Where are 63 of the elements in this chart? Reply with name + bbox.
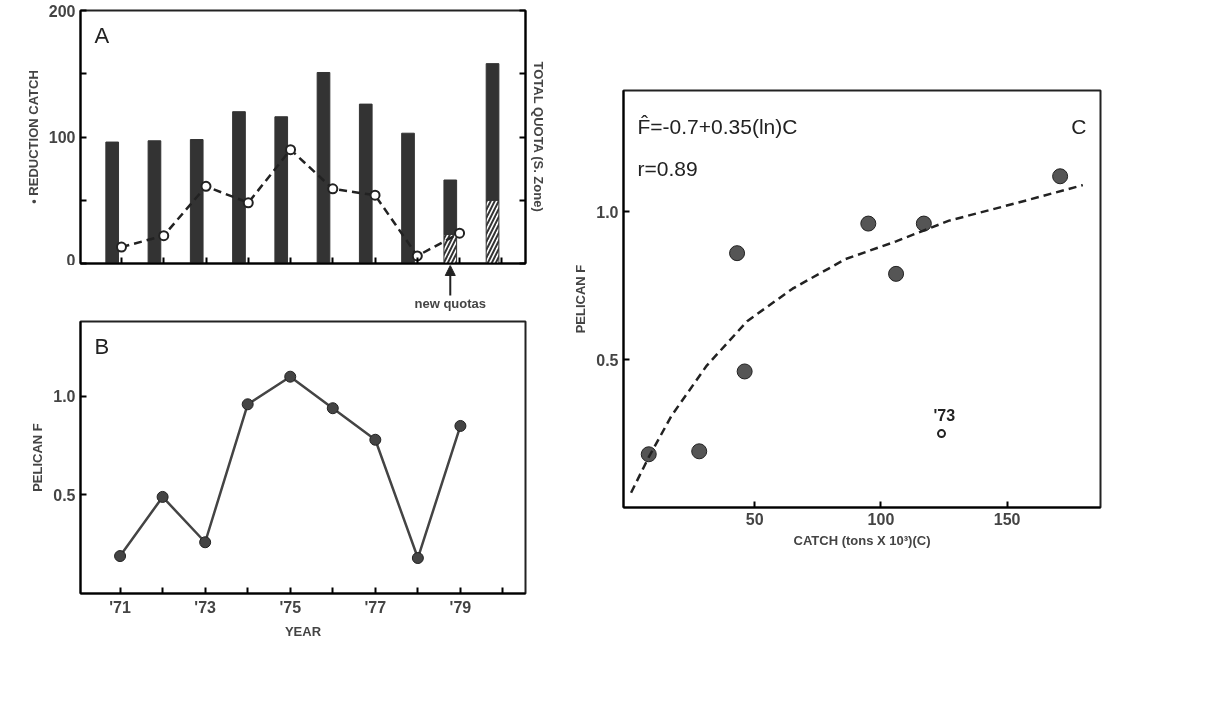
bar [358, 103, 373, 264]
y-axis-title: PELICAN F [573, 264, 589, 334]
y-tick-label: 0.5 [596, 351, 619, 369]
point [860, 215, 877, 232]
point [937, 429, 946, 439]
point [369, 189, 381, 201]
y-tick-label: 0 [66, 251, 76, 269]
point [326, 402, 339, 415]
point [454, 419, 467, 432]
annotation: F̂=-0.7+0.35(ln)C [637, 114, 798, 138]
y-tick-label: 1.0 [596, 203, 619, 221]
point [729, 245, 746, 262]
x-axis-title: CATCH (tons X 10³)(C) [793, 532, 931, 548]
point [242, 197, 254, 209]
line-series [629, 183, 1085, 494]
x-tick-label: '77 [364, 598, 387, 616]
point [369, 433, 382, 446]
y-tick-label: 0.5 [53, 486, 76, 504]
point [327, 183, 339, 195]
bar [316, 71, 331, 264]
x-tick-label: 100 [867, 510, 895, 528]
point [691, 443, 708, 460]
x-axis-title: YEAR [284, 623, 322, 639]
x-tick-label: '71 [109, 598, 131, 616]
point [1052, 168, 1069, 185]
x-tick-label: 50 [745, 510, 764, 528]
y-tick-label: 100 [48, 129, 76, 146]
point [156, 490, 169, 503]
bar [105, 141, 120, 264]
y-tick-label: 200 [48, 2, 76, 20]
point [411, 250, 423, 262]
y-tick-label: 1.0 [53, 388, 76, 406]
x-tick-label: '75 [279, 598, 302, 616]
point [115, 241, 127, 253]
point [454, 227, 466, 239]
bar [189, 139, 204, 264]
annotation: B [94, 333, 110, 359]
bar [401, 132, 415, 264]
annotation: '73 [933, 406, 956, 424]
y2-axis-title: TOTAL QUOTA (S. Zone) [530, 61, 546, 212]
x-tick-label: '73 [194, 598, 217, 616]
x-tick-label: 150 [993, 510, 1021, 528]
point [284, 370, 297, 383]
point [158, 230, 170, 242]
point [736, 363, 753, 380]
x-tick-label: '79 [449, 598, 472, 616]
annotation: r=0.89 [637, 156, 698, 180]
bar [232, 111, 246, 264]
annotation: C [1071, 114, 1087, 138]
point [888, 265, 905, 282]
y-axis-title: PELICAN F [30, 423, 46, 492]
point [200, 180, 212, 192]
y-axis-title: • REDUCTION CATCH [25, 70, 41, 204]
point [241, 398, 254, 411]
point [285, 144, 297, 156]
text: new quotas [414, 295, 487, 311]
bar [147, 140, 162, 264]
point [114, 550, 127, 563]
annotation: A [94, 22, 110, 48]
point [411, 552, 424, 565]
point [915, 215, 932, 232]
bar [274, 116, 289, 264]
point [199, 536, 212, 549]
